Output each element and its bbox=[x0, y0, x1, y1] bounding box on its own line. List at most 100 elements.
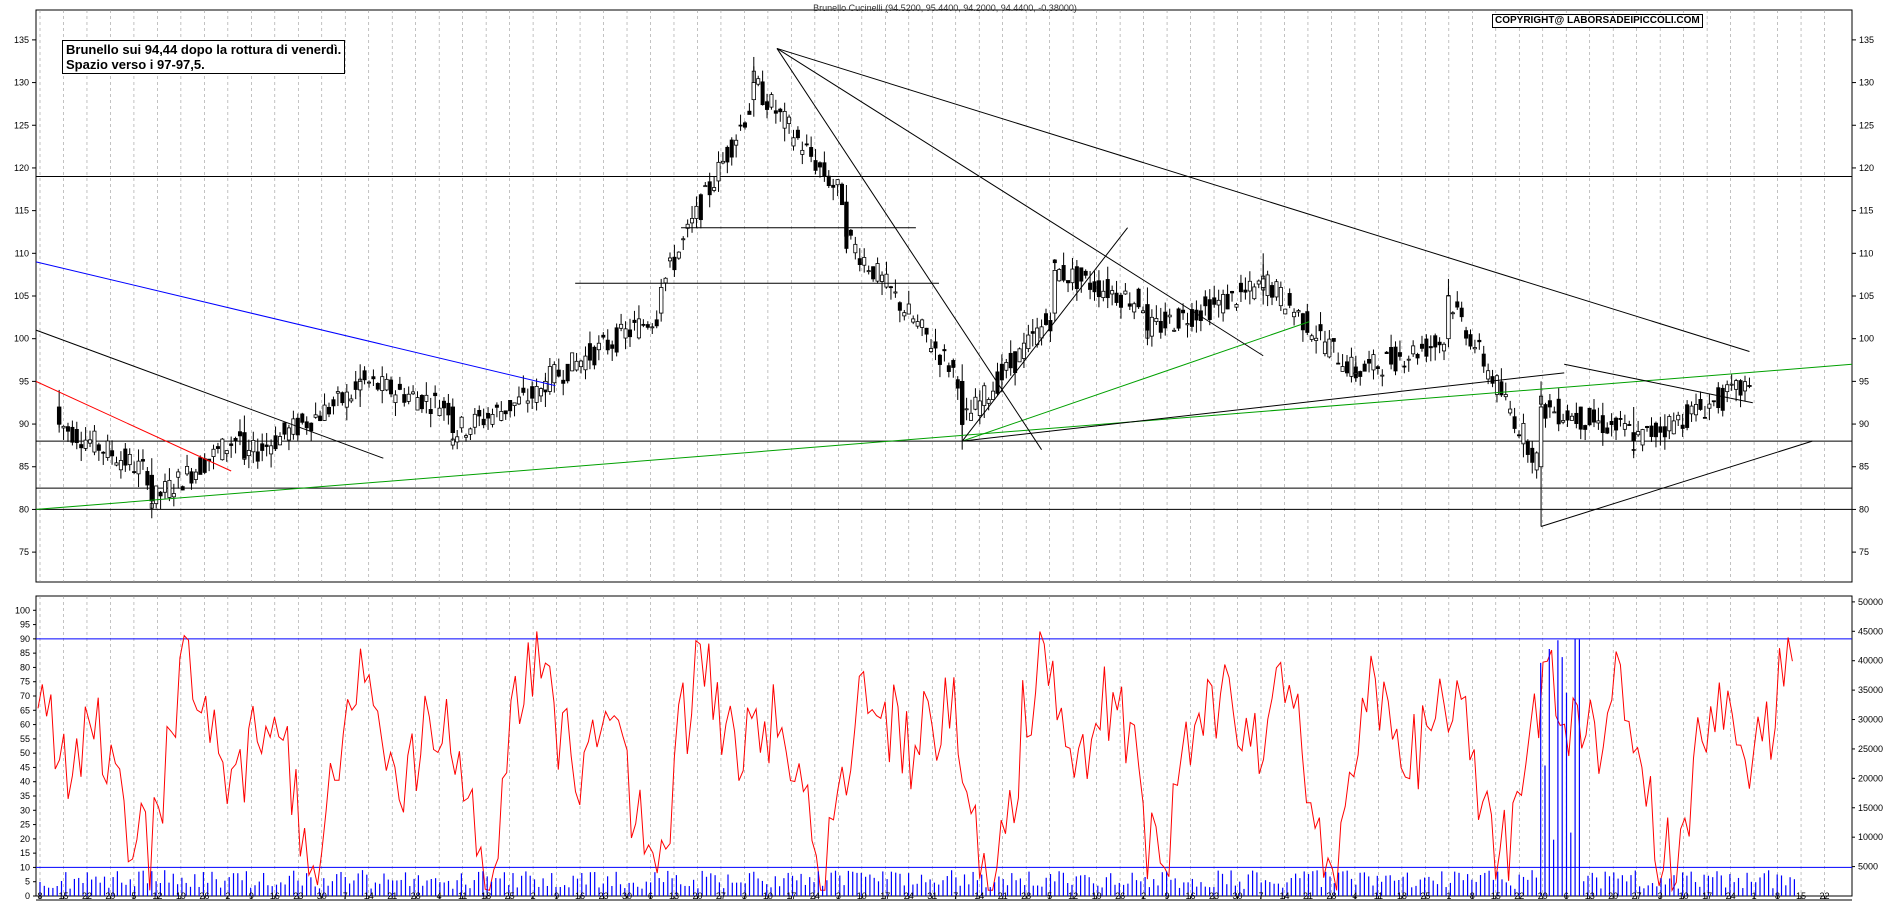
candle-body bbox=[437, 407, 442, 417]
candle-body bbox=[650, 326, 655, 329]
trendline-black-steep bbox=[776, 48, 1042, 450]
candle-body bbox=[920, 319, 925, 328]
x-axis-labels: 8 15 22 29 5 12 19 26 2 9 16 23 30 7 14 21 28 4 11 18 25 2 9 16… bbox=[37, 891, 1829, 901]
candle-body bbox=[848, 229, 853, 236]
candle-body bbox=[587, 343, 592, 361]
candle-body bbox=[977, 400, 982, 416]
candle-body bbox=[570, 352, 575, 372]
volume-tick-label: 10000 bbox=[1858, 832, 1883, 842]
candle-body bbox=[1552, 411, 1557, 414]
candle-body bbox=[145, 471, 150, 486]
x-day-label: 17 bbox=[880, 891, 890, 901]
candle-body bbox=[450, 406, 455, 433]
candle-body bbox=[561, 379, 566, 384]
candle-body bbox=[1021, 342, 1026, 359]
candle-body bbox=[441, 400, 446, 409]
x-day-label: 2 bbox=[1141, 891, 1146, 901]
candle-body bbox=[1318, 324, 1323, 332]
candle-body bbox=[1004, 362, 1009, 371]
candle-body bbox=[538, 388, 543, 397]
candle-body bbox=[1013, 351, 1018, 374]
candle-body bbox=[202, 458, 207, 473]
osc-tick-label: 95 bbox=[20, 620, 30, 630]
candle-body bbox=[552, 364, 557, 384]
candle-body bbox=[668, 257, 673, 262]
candle-body bbox=[601, 334, 606, 338]
candle-body bbox=[1481, 353, 1486, 367]
candle-body bbox=[158, 491, 163, 497]
candle-body bbox=[1101, 290, 1106, 298]
candle-body bbox=[180, 486, 185, 491]
candle-body bbox=[857, 258, 862, 265]
candle-body bbox=[1349, 356, 1354, 377]
candle-body bbox=[1230, 290, 1235, 294]
candle-body bbox=[1167, 314, 1172, 318]
annotation-box: Brunello sui 94,44 dopo la rottura di ve… bbox=[62, 40, 346, 74]
x-day-label: 22 bbox=[1514, 891, 1524, 901]
candle-body bbox=[703, 185, 708, 188]
candle-body bbox=[619, 323, 624, 329]
candle-body bbox=[725, 146, 730, 163]
candle-body bbox=[1154, 318, 1159, 323]
candle-body bbox=[340, 392, 345, 404]
candle-body bbox=[946, 365, 951, 372]
x-day-label: 4 bbox=[437, 891, 442, 901]
candle-body bbox=[782, 110, 787, 129]
candle-body bbox=[1406, 358, 1411, 361]
candle-body bbox=[1393, 346, 1398, 372]
x-day-label: 16 bbox=[575, 891, 585, 901]
candle-body bbox=[773, 110, 778, 114]
candle-body bbox=[384, 378, 389, 391]
price-tick-label-right: 75 bbox=[1859, 547, 1869, 557]
candle-body bbox=[1676, 414, 1681, 421]
candle-body bbox=[924, 327, 929, 335]
candle-body bbox=[738, 124, 743, 127]
candle-body bbox=[65, 426, 70, 432]
candle-body bbox=[1043, 313, 1048, 325]
candle-body bbox=[490, 413, 495, 425]
candle-body bbox=[760, 81, 765, 106]
candle-body bbox=[393, 394, 398, 404]
x-day-label: 13 bbox=[669, 891, 679, 901]
candle-body bbox=[1176, 308, 1181, 329]
candle-body bbox=[402, 394, 407, 403]
candle-body bbox=[795, 129, 800, 139]
candle-body bbox=[1265, 274, 1270, 297]
x-day-label: 26 bbox=[199, 891, 209, 901]
candle-body bbox=[176, 471, 181, 478]
price-tick-label-left: 130 bbox=[14, 78, 29, 88]
osc-tick-label: 60 bbox=[20, 720, 30, 730]
price-tick-label-left: 115 bbox=[15, 206, 29, 216]
candle-body bbox=[1397, 352, 1402, 357]
candle-body bbox=[1309, 335, 1314, 340]
candle-body bbox=[1472, 347, 1477, 350]
osc-tick-label: 25 bbox=[20, 820, 30, 830]
price-tick-label-right: 110 bbox=[1859, 248, 1873, 258]
candle-body bbox=[1490, 376, 1495, 384]
candle-body bbox=[1649, 425, 1654, 437]
candle-body bbox=[1017, 348, 1022, 363]
candle-body bbox=[986, 399, 991, 404]
candle-body bbox=[499, 411, 504, 421]
price-tick-label-right: 95 bbox=[1859, 376, 1869, 386]
x-day-label: 24 bbox=[904, 891, 914, 901]
candle-body bbox=[411, 391, 416, 395]
candle-body bbox=[464, 435, 469, 438]
candle-body bbox=[809, 147, 814, 157]
candle-body bbox=[1711, 400, 1716, 403]
candle-body bbox=[835, 179, 840, 186]
candle-body bbox=[831, 184, 836, 188]
trendline-black-rise bbox=[961, 227, 1128, 442]
x-day-label: 3 bbox=[742, 891, 747, 901]
candle-body bbox=[991, 390, 996, 400]
candle-body bbox=[694, 205, 699, 219]
candle-body bbox=[530, 386, 535, 399]
candle-body bbox=[1538, 406, 1544, 468]
candle-body bbox=[1455, 301, 1460, 308]
candle-body bbox=[167, 479, 172, 498]
candle-body bbox=[1658, 426, 1663, 433]
candle-body bbox=[871, 266, 876, 280]
candle-body bbox=[1662, 426, 1667, 438]
candle-body bbox=[154, 485, 159, 505]
